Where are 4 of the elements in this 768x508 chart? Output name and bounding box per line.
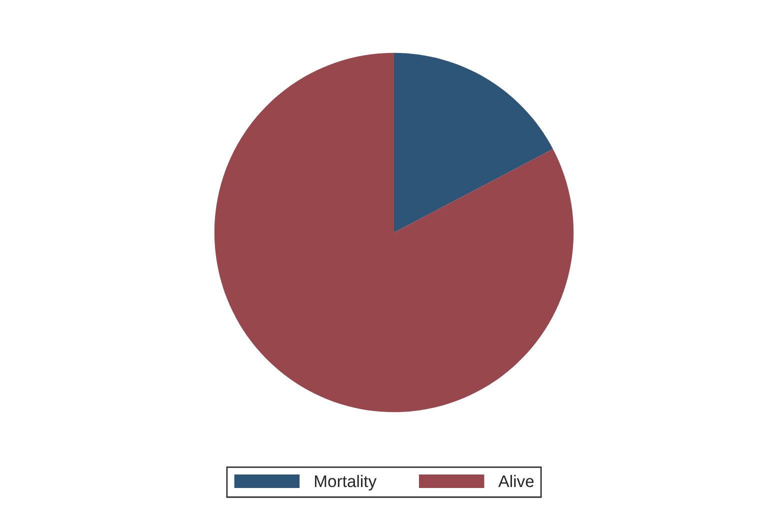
pie-slice <box>394 52 553 232</box>
legend-label: Mortality <box>314 474 377 490</box>
legend-label: Alive <box>498 474 534 488</box>
pie-slice <box>214 52 574 412</box>
